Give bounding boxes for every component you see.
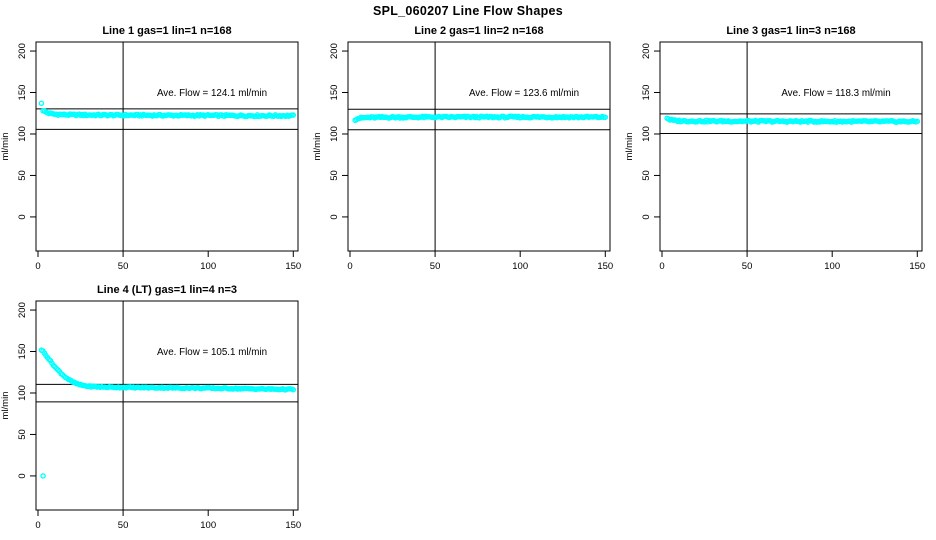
subplot-line-3: 0 50 100 150 0 50 100 150 200 ml/min Line 3 gas=1 … xyxy=(624,25,925,272)
x-tick-label: 50 xyxy=(118,261,129,272)
subplot-title: Line 4 (LT) gas=1 lin=4 n=3 xyxy=(97,284,237,296)
x-axis: 0 50 100 150 xyxy=(659,251,925,272)
data-point xyxy=(602,114,609,120)
x-axis: 0 50 100 150 xyxy=(35,251,301,272)
subplot-title: Line 2 gas=1 lin=2 n=168 xyxy=(414,25,543,37)
outlier-point xyxy=(40,473,46,479)
y-tick-label: 100 xyxy=(17,385,28,401)
y-tick-label: 50 xyxy=(17,429,28,440)
y-tick-label: 50 xyxy=(329,170,340,181)
x-tick-label: 50 xyxy=(430,261,441,272)
x-tick-label: 100 xyxy=(512,261,528,272)
y-axis-title: ml/min xyxy=(624,133,635,161)
plot-box xyxy=(347,41,611,252)
data-points xyxy=(38,347,297,479)
reference-lines xyxy=(348,42,610,251)
x-axis: 0 50 100 150 xyxy=(35,510,301,531)
x-tick-label: 150 xyxy=(285,261,301,272)
y-axis: 0 50 100 150 200 ml/min xyxy=(0,302,36,479)
y-tick-label: 100 xyxy=(329,126,340,142)
y-tick-label: 0 xyxy=(17,473,28,478)
x-tick-label: 0 xyxy=(35,261,40,272)
x-tick-label: 0 xyxy=(659,261,664,272)
data-point xyxy=(290,112,297,118)
data-points xyxy=(664,115,921,126)
x-tick-label: 50 xyxy=(742,261,753,272)
y-tick-label: 100 xyxy=(17,126,28,142)
y-tick-label: 100 xyxy=(641,126,652,142)
y-tick-label: 0 xyxy=(641,214,652,219)
avg-flow-annotation: Ave. Flow = 123.6 ml/min xyxy=(469,88,579,99)
reference-lines xyxy=(36,42,298,251)
y-axis-title: ml/min xyxy=(0,392,11,420)
subplot-line-4: 0 50 100 150 0 50 100 150 200 ml/min Line 4 (LT) g… xyxy=(0,284,301,531)
y-tick-label: 150 xyxy=(17,344,28,360)
x-tick-label: 150 xyxy=(285,520,301,531)
y-tick-label: 150 xyxy=(641,85,652,101)
y-tick-label: 200 xyxy=(641,43,652,59)
y-axis: 0 50 100 150 200 ml/min xyxy=(624,43,660,220)
subplot-line-2: 0 50 100 150 0 50 100 150 200 ml/min Line 2 gas=1 … xyxy=(312,25,613,272)
y-tick-label: 200 xyxy=(329,43,340,59)
data-points xyxy=(352,113,609,124)
y-axis: 0 50 100 150 200 ml/min xyxy=(312,43,348,220)
subplot-title: Line 1 gas=1 lin=1 n=168 xyxy=(102,25,231,37)
x-tick-label: 50 xyxy=(118,520,129,531)
y-tick-label: 200 xyxy=(17,43,28,59)
x-tick-label: 100 xyxy=(824,261,840,272)
data-point xyxy=(914,118,921,125)
subplot-line-1: 0 50 100 150 0 50 100 150 200 ml/min Line 1 gas=1 … xyxy=(0,25,301,272)
x-tick-label: 100 xyxy=(200,520,216,531)
data-points xyxy=(38,100,297,120)
reference-lines xyxy=(660,42,922,251)
x-tick-label: 150 xyxy=(597,261,613,272)
y-tick-label: 200 xyxy=(17,302,28,318)
x-axis: 0 50 100 150 xyxy=(347,251,613,272)
y-tick-label: 150 xyxy=(329,85,340,101)
avg-flow-annotation: Ave. Flow = 105.1 ml/min xyxy=(157,347,267,358)
subplot-title: Line 3 gas=1 lin=3 n=168 xyxy=(726,25,855,37)
plot-box xyxy=(659,41,923,252)
x-tick-label: 0 xyxy=(35,520,40,531)
y-tick-label: 50 xyxy=(641,170,652,181)
outlier-point xyxy=(38,100,45,107)
y-axis: 0 50 100 150 200 ml/min xyxy=(0,43,36,220)
x-tick-label: 150 xyxy=(909,261,925,272)
plot-box xyxy=(35,300,299,511)
figure-main-title: SPL_060207 Line Flow Shapes xyxy=(372,4,564,18)
y-tick-label: 50 xyxy=(17,170,28,181)
avg-flow-annotation: Ave. Flow = 118.3 ml/min xyxy=(781,88,890,99)
reference-lines xyxy=(36,301,298,510)
y-tick-label: 150 xyxy=(17,85,28,101)
y-axis-title: ml/min xyxy=(0,133,11,161)
y-axis-title: ml/min xyxy=(312,133,323,161)
y-tick-label: 0 xyxy=(17,214,28,219)
data-point xyxy=(290,386,297,393)
x-tick-label: 100 xyxy=(200,261,216,272)
avg-flow-annotation: Ave. Flow = 124.1 ml/min xyxy=(157,88,267,99)
plot-box xyxy=(35,41,299,252)
x-tick-label: 0 xyxy=(347,261,352,272)
y-tick-label: 0 xyxy=(329,214,340,219)
